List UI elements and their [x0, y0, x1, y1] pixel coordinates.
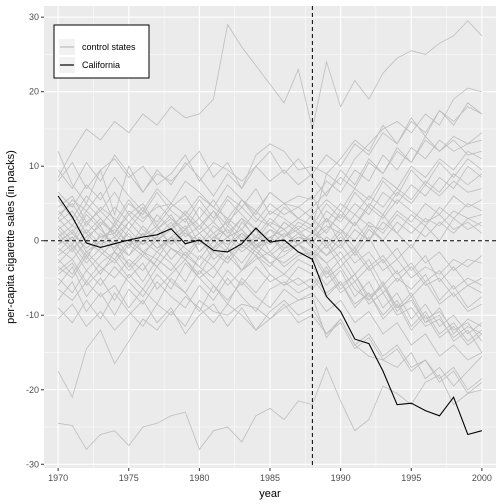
y-tick-label: -30 [26, 459, 39, 469]
control-state-line [57, 243, 483, 342]
control-state-line [57, 213, 483, 257]
control-state-line [57, 266, 483, 335]
reference-lines [44, 6, 496, 468]
control-state-line [57, 262, 483, 346]
axes: 1970 1975 1980 1985 1990 1995 2000 -30 -20 -10 0 10… [26, 12, 492, 483]
control-state-line [57, 228, 483, 279]
control-state-line [57, 150, 483, 234]
control-state-line [57, 87, 483, 216]
control-state-line [57, 206, 483, 286]
y-axis-title: per-capita cigarette sales (in packs) [5, 150, 17, 324]
x-axis-title: year [259, 488, 281, 500]
y-tick-label: 10 [29, 161, 39, 171]
y-tick-label: 20 [29, 87, 39, 97]
control-state-line [57, 299, 483, 395]
control-state-line [57, 139, 483, 216]
control-state-line [57, 254, 483, 342]
y-tick-label: -10 [26, 310, 39, 320]
california-series-line [57, 195, 483, 436]
control-state-line [58, 366, 483, 451]
y-tick-label: 0 [34, 236, 39, 246]
control-state-line [57, 277, 483, 361]
x-tick-label: 1995 [401, 473, 421, 483]
y-tick-label: -20 [26, 385, 39, 395]
x-tick-label: 1970 [48, 473, 68, 483]
x-tick-label: 1990 [331, 473, 351, 483]
control-state-line [57, 20, 483, 178]
legend: control states California [53, 24, 150, 79]
control-state-line [57, 247, 483, 335]
y-tick-label: 30 [29, 12, 39, 22]
x-tick-label: 1975 [119, 473, 139, 483]
x-tick-label: 1980 [189, 473, 209, 483]
series-layer [57, 20, 483, 451]
legend-entry: control states [82, 42, 136, 52]
x-tick-label: 2000 [472, 473, 492, 483]
control-state-line [57, 135, 483, 197]
legend-entry: California [82, 60, 120, 70]
x-tick-label: 1985 [260, 473, 280, 483]
control-state-line [57, 292, 483, 391]
control-state-line [57, 180, 483, 234]
control-state-line [57, 106, 483, 197]
